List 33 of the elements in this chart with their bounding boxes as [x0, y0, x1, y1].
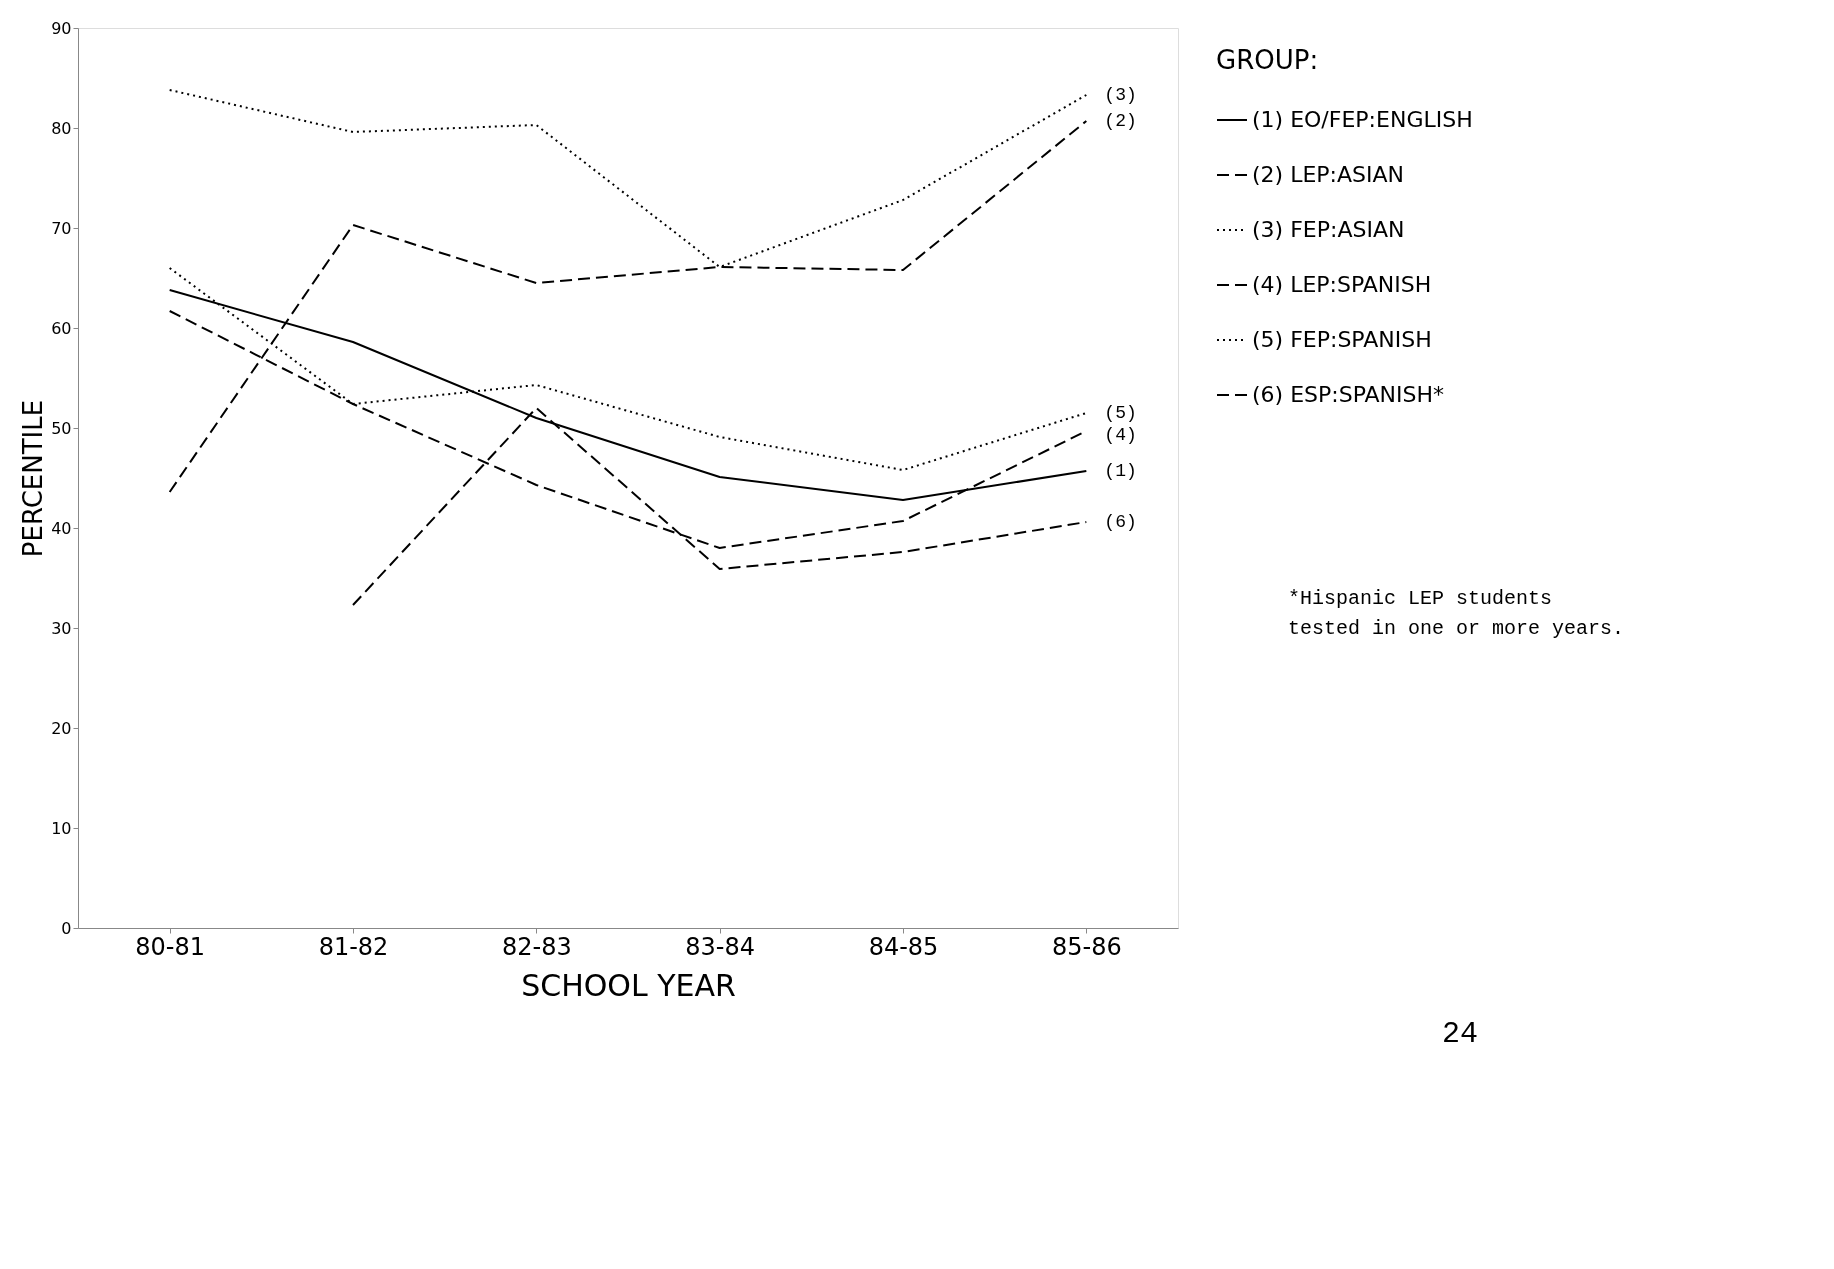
y-tick-label: 30: [51, 618, 72, 638]
annotation: (2): [1104, 111, 1137, 131]
y-tick-label: 50: [51, 418, 72, 438]
x-axis-title: SCHOOL YEAR: [521, 967, 736, 1003]
text: *Hispanic LEP students tested in one or more years.: [1288, 587, 1625, 640]
y-tick-label: 80: [51, 118, 72, 138]
legend-label: (5) FEP:SPANISH: [1252, 327, 1432, 352]
y-tick-label: 0: [61, 918, 72, 938]
legend-label: (4) LEP:SPANISH: [1252, 272, 1432, 297]
y-axis-title: PERCENTILE: [18, 399, 49, 558]
legend-label: (1) EO/FEP:ENGLISH: [1252, 107, 1473, 132]
annotation: (4): [1104, 425, 1137, 445]
legend-title: GROUP:: [1216, 45, 1319, 75]
x-tick-label: 85-86: [1051, 932, 1122, 961]
legend-label: (3) FEP:ASIAN: [1252, 217, 1405, 242]
annotation: (1): [1104, 461, 1137, 481]
y-tick-label: 90: [51, 18, 72, 38]
annotation: (3): [1104, 85, 1137, 105]
y-tick-label: 40: [51, 518, 72, 538]
legend-label: (2) LEP:ASIAN: [1252, 162, 1405, 187]
x-tick-label: 84-85: [868, 932, 939, 961]
x-tick-label: 80-81: [135, 932, 206, 961]
x-tick-label: 81-82: [318, 932, 389, 961]
legend-label: (6) ESP:SPANISH*: [1252, 382, 1445, 407]
x-tick-label: 82-83: [501, 932, 572, 961]
y-tick-label: 10: [51, 818, 72, 838]
annotation: (5): [1104, 403, 1137, 423]
x-tick-label: 83-84: [685, 932, 756, 961]
y-tick-label: 70: [51, 218, 72, 238]
text: 24: [1441, 1017, 1478, 1051]
y-tick-label: 60: [51, 318, 72, 338]
y-tick-label: 20: [51, 718, 72, 738]
annotation: (6): [1104, 512, 1137, 532]
